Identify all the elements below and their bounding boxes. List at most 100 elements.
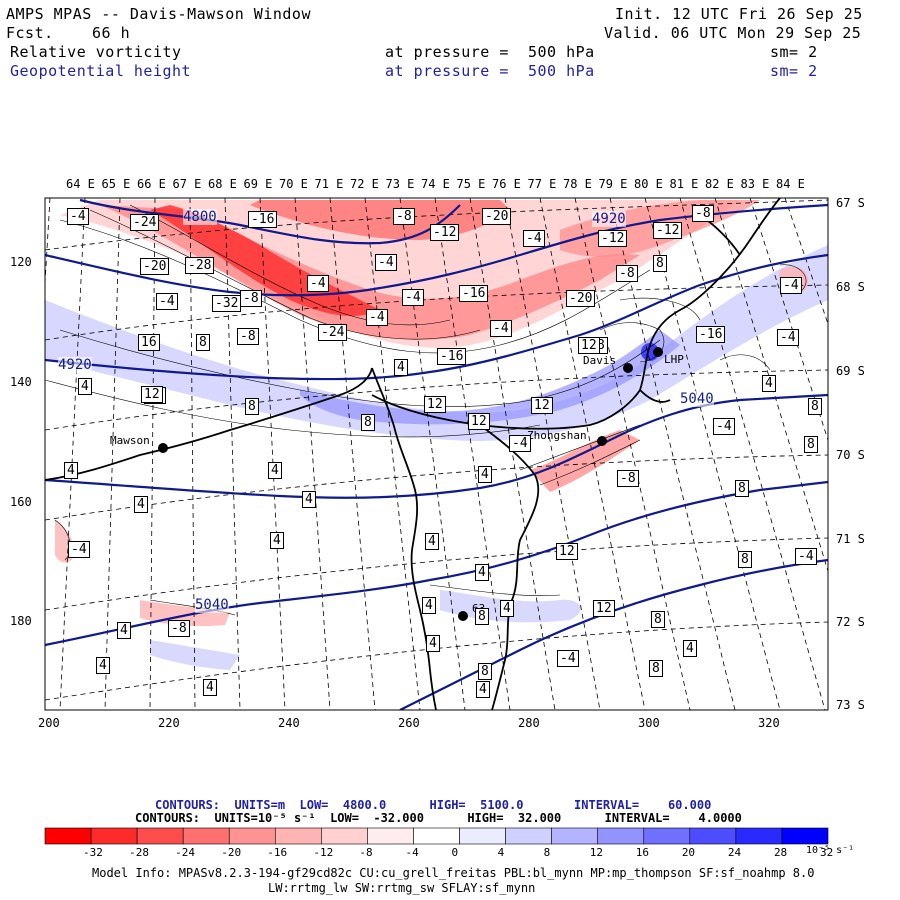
vorticity-contours — [45, 204, 807, 616]
x-tick-label: 300 — [638, 716, 660, 730]
vorticity-contour-label: 12 — [593, 600, 615, 617]
vorticity-contour-label: -20 — [140, 258, 170, 275]
vorticity-contour-label: 8 — [804, 436, 818, 453]
vorticity-contour-label: 4 — [478, 466, 492, 483]
y-tick-label: 160 — [10, 495, 32, 509]
x-tick-label: 320 — [758, 716, 780, 730]
positive-vorticity-peak — [641, 343, 659, 361]
legend-tick: -12 — [313, 846, 334, 859]
vorticity-contour-label: -8 — [237, 328, 259, 345]
vorticity-contour-label: 8 — [361, 414, 375, 431]
vorticity-contour-label: 4 — [134, 496, 148, 513]
vorticity-contour-label: 16 — [138, 334, 160, 351]
x-tick-label: 200 — [38, 716, 60, 730]
vorticity-contour-label: 4 — [270, 532, 284, 549]
vorticity-contour-label: 4 — [394, 359, 408, 376]
x-tick-label: 240 — [278, 716, 300, 730]
negative-vorticity-zhongshan — [530, 430, 640, 492]
vorticity-contour-label: -4 — [713, 418, 735, 435]
longitude-label: 71 E — [314, 177, 344, 191]
y-tick-label: 180 — [10, 614, 32, 628]
longitude-label: 64 E — [66, 177, 95, 191]
vorticity-contour-label: -24 — [130, 214, 160, 231]
field1-pressure: at pressure = 500 hPa — [385, 43, 595, 61]
legend-tick: -16 — [267, 846, 288, 859]
model-info-line2: LW:rrtmg_lw SW:rrtmg_sw SFLAY:sf_mynn — [268, 881, 536, 895]
longitude-label: 69 E — [243, 177, 273, 191]
legend-color-swatch — [136, 827, 184, 845]
legend-color-swatch — [597, 827, 645, 845]
longitude-label: 65 E — [101, 177, 131, 191]
longitude-label: 72 E — [350, 177, 379, 191]
field2-smoothing: sm= 2 — [770, 62, 818, 80]
vorticity-contour-label: -8 — [240, 290, 262, 307]
y-tick-label: 140 — [10, 375, 32, 389]
longitude-label: 79 E — [598, 177, 628, 191]
forecast-hours: 66 h — [92, 24, 131, 42]
latitude-label: 67 S — [836, 196, 865, 210]
vorticity-contour-label: -4 — [490, 320, 512, 337]
vorticity-contour-label: -4 — [509, 435, 531, 452]
vorticity-contour-label: -4 — [402, 289, 424, 306]
vorticity-contour-label: 4 — [422, 597, 436, 614]
longitude-label: 66 E — [137, 177, 166, 191]
longitude-label: 75 E — [456, 177, 486, 191]
vorticity-contour-label: 8 — [245, 398, 259, 415]
field2-name: Geopotential height — [10, 62, 192, 80]
vorticity-contour-label: -28 — [185, 257, 215, 274]
legend-color-swatch — [643, 827, 691, 845]
x-tick-label: 220 — [158, 716, 180, 730]
vorticity-contour-label: -12 — [598, 230, 628, 247]
longitude-label: 73 E — [385, 177, 415, 191]
legend-tick: 4 — [497, 846, 505, 859]
height-contours-legend: CONTOURS: UNITS=m LOW= 4800.0 HIGH= 5100… — [155, 798, 712, 812]
latitude-label: 69 S — [836, 364, 865, 378]
vorticity-contour-label: -4 — [67, 208, 89, 225]
vorticity-contour-label: -4 — [307, 275, 329, 292]
field2-pressure: at pressure = 500 hPa — [385, 62, 595, 80]
longitude-label: 82 E — [705, 177, 734, 191]
vorticity-contour-label: 8 — [651, 611, 665, 628]
vorticity-contour-label: 8 — [475, 608, 489, 625]
vorticity-contour-label: 8 — [808, 398, 822, 415]
legend-tick: 32 — [820, 846, 834, 859]
vorticity-contour-label: -8 — [168, 620, 190, 637]
x-tick-label: 280 — [518, 716, 540, 730]
station-label: Mawson — [110, 434, 150, 447]
vorticity-contour-label: -4 — [780, 277, 802, 294]
lhp-station-marker — [653, 347, 663, 357]
legend-color-swatch — [689, 827, 737, 845]
latitude-label: 72 S — [836, 615, 865, 629]
positive-vorticity-core — [300, 330, 680, 425]
forecast-label: Fcst. — [6, 24, 54, 42]
legend-tick: 12 — [589, 846, 603, 859]
vorticity-contour-label: -4 — [156, 293, 178, 310]
vorticity-contour-label: -16 — [437, 348, 467, 365]
legend-color-swatch — [367, 827, 414, 845]
longitude-label: 83 E — [740, 177, 770, 191]
vorticity-contour-label: -16 — [459, 285, 489, 302]
vorticity-contour-label: 12 — [531, 397, 553, 414]
longitude-label: 78 E — [563, 177, 592, 191]
legend-color-swatch — [182, 827, 230, 845]
vorticity-contour-label: 4 — [426, 635, 440, 652]
positive-vorticity-sw — [150, 640, 240, 670]
legend-tick: -24 — [175, 846, 196, 859]
vorticity-contour-label: -16 — [248, 211, 278, 228]
height-contour-label: 5040 — [680, 391, 714, 407]
longitude-label: 81 E — [669, 177, 699, 191]
legend-tick: -28 — [129, 846, 149, 859]
zhongshan-station-marker — [597, 436, 607, 446]
field1-smoothing: sm= 2 — [770, 43, 818, 61]
vorticity-contour-label: -4 — [366, 309, 388, 326]
longitude-label: 74 E — [421, 177, 450, 191]
vorticity-contour-label: -16 — [696, 326, 726, 343]
vorticity-contour-label: 12 — [141, 386, 163, 403]
station-label: Zhongshan — [527, 429, 587, 442]
x-tick-label: 260 — [398, 716, 420, 730]
vorticity-contour-label: 8 — [735, 480, 749, 497]
map-title: AMPS MPAS -- Davis-Mawson Window — [6, 5, 311, 23]
legend-tick: 16 — [635, 846, 649, 859]
vorticity-contour-label: 8 — [478, 663, 492, 680]
